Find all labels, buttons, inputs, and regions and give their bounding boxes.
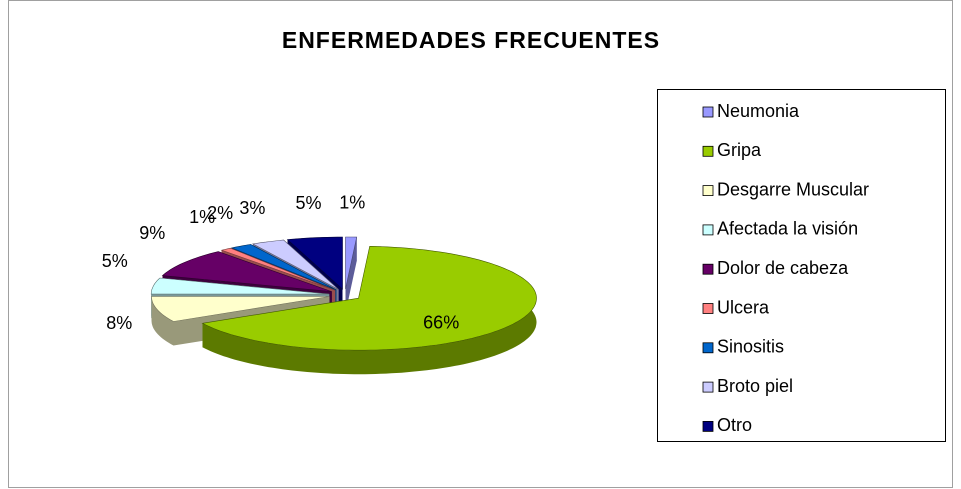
slice bbox=[220, 247, 336, 291]
data-label: 5% bbox=[295, 193, 321, 213]
data-label: 9% bbox=[139, 223, 165, 243]
slice bbox=[230, 244, 337, 291]
legend-label: Sinositis bbox=[717, 337, 784, 357]
pie bbox=[150, 236, 537, 375]
data-label: 1% bbox=[339, 192, 365, 212]
slice bbox=[150, 277, 330, 295]
legend-label: Broto piel bbox=[717, 376, 793, 396]
data-label: 8% bbox=[106, 313, 132, 333]
legend-swatch bbox=[702, 381, 714, 393]
chart-title: ENFERMEDADES FRECUENTES bbox=[282, 27, 660, 53]
data-label: 3% bbox=[239, 198, 265, 218]
legend-swatch bbox=[702, 185, 714, 197]
slice bbox=[161, 251, 332, 292]
legend-swatch bbox=[702, 342, 714, 354]
legend-swatch bbox=[702, 145, 714, 157]
data-label: 5% bbox=[102, 251, 128, 271]
legend-label: Afectada la visión bbox=[717, 219, 858, 239]
slice bbox=[286, 236, 343, 290]
legend-swatch bbox=[702, 106, 714, 118]
legend-swatch bbox=[702, 303, 714, 314]
slice bbox=[345, 236, 358, 290]
slice bbox=[251, 239, 339, 290]
legend-swatch bbox=[702, 263, 714, 275]
legend-swatch bbox=[702, 420, 714, 432]
legend-label: Gripa bbox=[717, 140, 762, 160]
legend-label: Desgarre Muscular bbox=[717, 179, 869, 199]
data-label: 1% bbox=[189, 207, 215, 227]
legend-label: Dolor de cabeza bbox=[717, 258, 849, 278]
slice-rim bbox=[151, 296, 174, 346]
legend-label: Ulcera bbox=[717, 297, 770, 317]
legend-label: Otro bbox=[717, 415, 752, 435]
slice bbox=[151, 296, 330, 322]
slice bbox=[201, 245, 537, 351]
data-label: 2% bbox=[207, 203, 233, 223]
legend-label: Neumonia bbox=[717, 101, 800, 121]
data-label: 66% bbox=[423, 312, 459, 332]
legend-swatch bbox=[702, 224, 714, 236]
